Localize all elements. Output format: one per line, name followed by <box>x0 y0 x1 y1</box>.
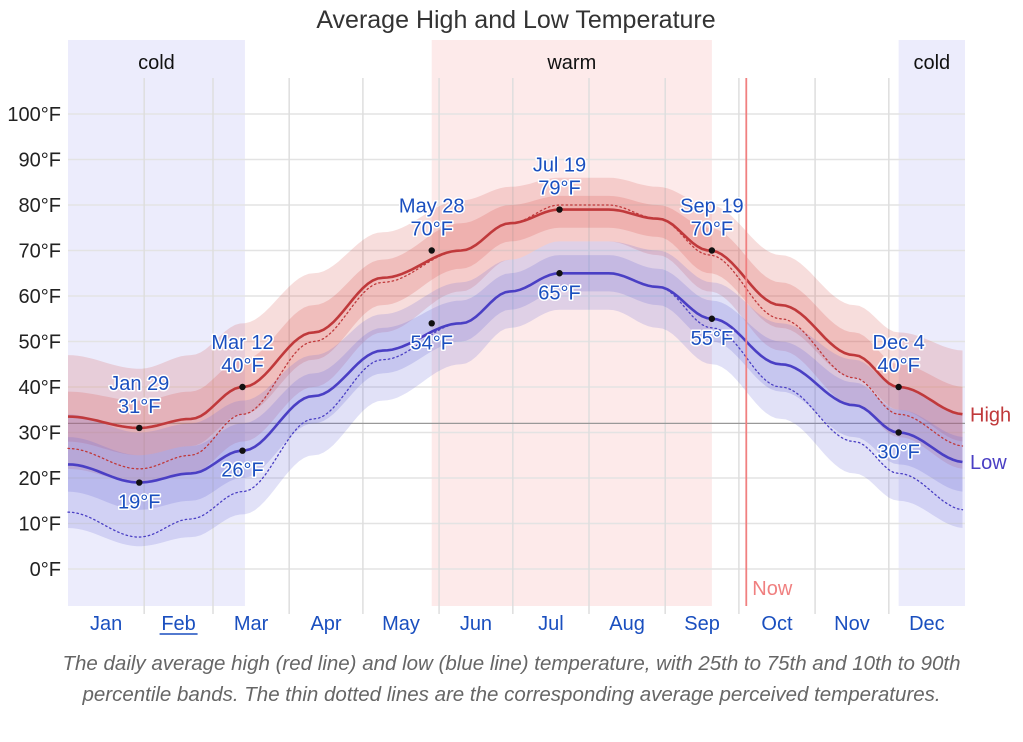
month-label-feb[interactable]: Feb <box>161 613 195 635</box>
legend-low: Low <box>970 452 1007 474</box>
annotation-temp: 55°F <box>691 328 733 350</box>
month-label-aug: Aug <box>609 613 645 635</box>
annotation-date: Sep 19 <box>680 196 743 218</box>
month-label-jan: Jan <box>90 613 122 635</box>
annotation-temp: 70°F <box>691 219 733 241</box>
y-tick-label: 10°F <box>19 514 61 536</box>
annotation-temp: 65°F <box>538 282 580 304</box>
annotation-temp: 70°F <box>410 219 452 241</box>
temperature-chart: Average High and Low Temperature cold war… <box>7 6 1011 635</box>
month-label-jun: Jun <box>460 613 492 635</box>
annotation-point <box>556 270 563 277</box>
annotation-point <box>428 320 435 327</box>
annotation-point <box>428 247 435 254</box>
grid-lines <box>68 78 965 614</box>
annotation-temp: 54°F <box>410 332 452 354</box>
annotation-point <box>895 429 902 436</box>
y-tick-label: 30°F <box>19 423 61 445</box>
annotation-point <box>895 383 902 391</box>
annotation-temp: 26°F <box>221 460 263 482</box>
now-label: Now <box>752 578 793 600</box>
month-label-dec: Dec <box>909 613 945 635</box>
percentile-bands <box>68 177 963 547</box>
annotation-point <box>239 383 246 391</box>
annotation-temp: 79°F <box>538 178 580 200</box>
average-line-high <box>67 208 963 430</box>
annotation-date: Jan 29 <box>109 373 169 395</box>
average-line-low <box>67 272 963 484</box>
annotation-temp: 30°F <box>877 442 919 464</box>
y-tick-label: 0°F <box>30 559 61 581</box>
month-label-may: May <box>382 613 420 635</box>
season-label-cold: cold <box>138 52 175 74</box>
y-tick-label: 90°F <box>19 150 61 172</box>
annotation-point <box>136 479 143 486</box>
now-marker: Now <box>745 78 793 606</box>
annotation-temp: 40°F <box>221 355 263 377</box>
y-tick-label: 100°F <box>7 104 61 126</box>
month-label-sep: Sep <box>684 613 720 635</box>
season-label-warm: warm <box>546 52 596 74</box>
x-axis: Jan Feb Mar Apr May Jun Jul Aug Sep Oct Nov Dec <box>90 613 945 635</box>
annotation-temp: 19°F <box>118 492 160 514</box>
annotation-point <box>708 247 716 254</box>
y-tick-label: 20°F <box>19 468 61 490</box>
y-tick-label: 50°F <box>19 332 61 354</box>
month-label-apr: Apr <box>310 613 341 635</box>
chart-title: Average High and Low Temperature <box>316 6 715 34</box>
month-label-oct: Oct <box>761 613 793 635</box>
month-label-jul: Jul <box>538 613 564 635</box>
annotation-temp: 40°F <box>877 355 919 377</box>
perceived-line-high <box>67 204 964 470</box>
y-axis: 0°F 10°F 20°F 30°F 40°F 50°F 60°F 70°F 80°F 90°F 1… <box>7 104 61 581</box>
month-label-mar: Mar <box>234 613 269 635</box>
band-10-90-low <box>68 241 963 547</box>
season-band-cold <box>898 40 965 606</box>
band-25-75-high <box>68 195 963 456</box>
annotation-point <box>556 206 563 213</box>
perceived-line-low <box>67 272 964 538</box>
season-band-cold <box>68 40 245 606</box>
legend: High Low <box>970 404 1011 474</box>
season-bands: cold warm cold <box>68 40 965 606</box>
legend-high: High <box>970 404 1011 426</box>
chart-caption: The daily average high (red line) and lo… <box>62 652 961 706</box>
month-label-nov: Nov <box>834 613 870 635</box>
annotation-date: Dec 4 <box>873 332 925 354</box>
y-tick-label: 60°F <box>19 286 61 308</box>
season-label-cold: cold <box>913 52 950 74</box>
annotation-point <box>708 315 716 322</box>
annotation-temp: 31°F <box>118 396 160 418</box>
y-tick-label: 40°F <box>19 377 61 399</box>
annotation-point <box>136 424 143 432</box>
band-10-90-high <box>68 177 963 483</box>
band-25-75-low <box>68 255 963 510</box>
annotation-date: Jul 19 <box>533 155 586 177</box>
y-tick-label: 70°F <box>19 241 61 263</box>
annotation-date: Mar 12 <box>211 332 273 354</box>
annotation-point <box>239 447 246 454</box>
y-tick-label: 80°F <box>19 195 61 217</box>
series-lines <box>67 204 964 538</box>
annotation-date: May 28 <box>399 196 465 218</box>
